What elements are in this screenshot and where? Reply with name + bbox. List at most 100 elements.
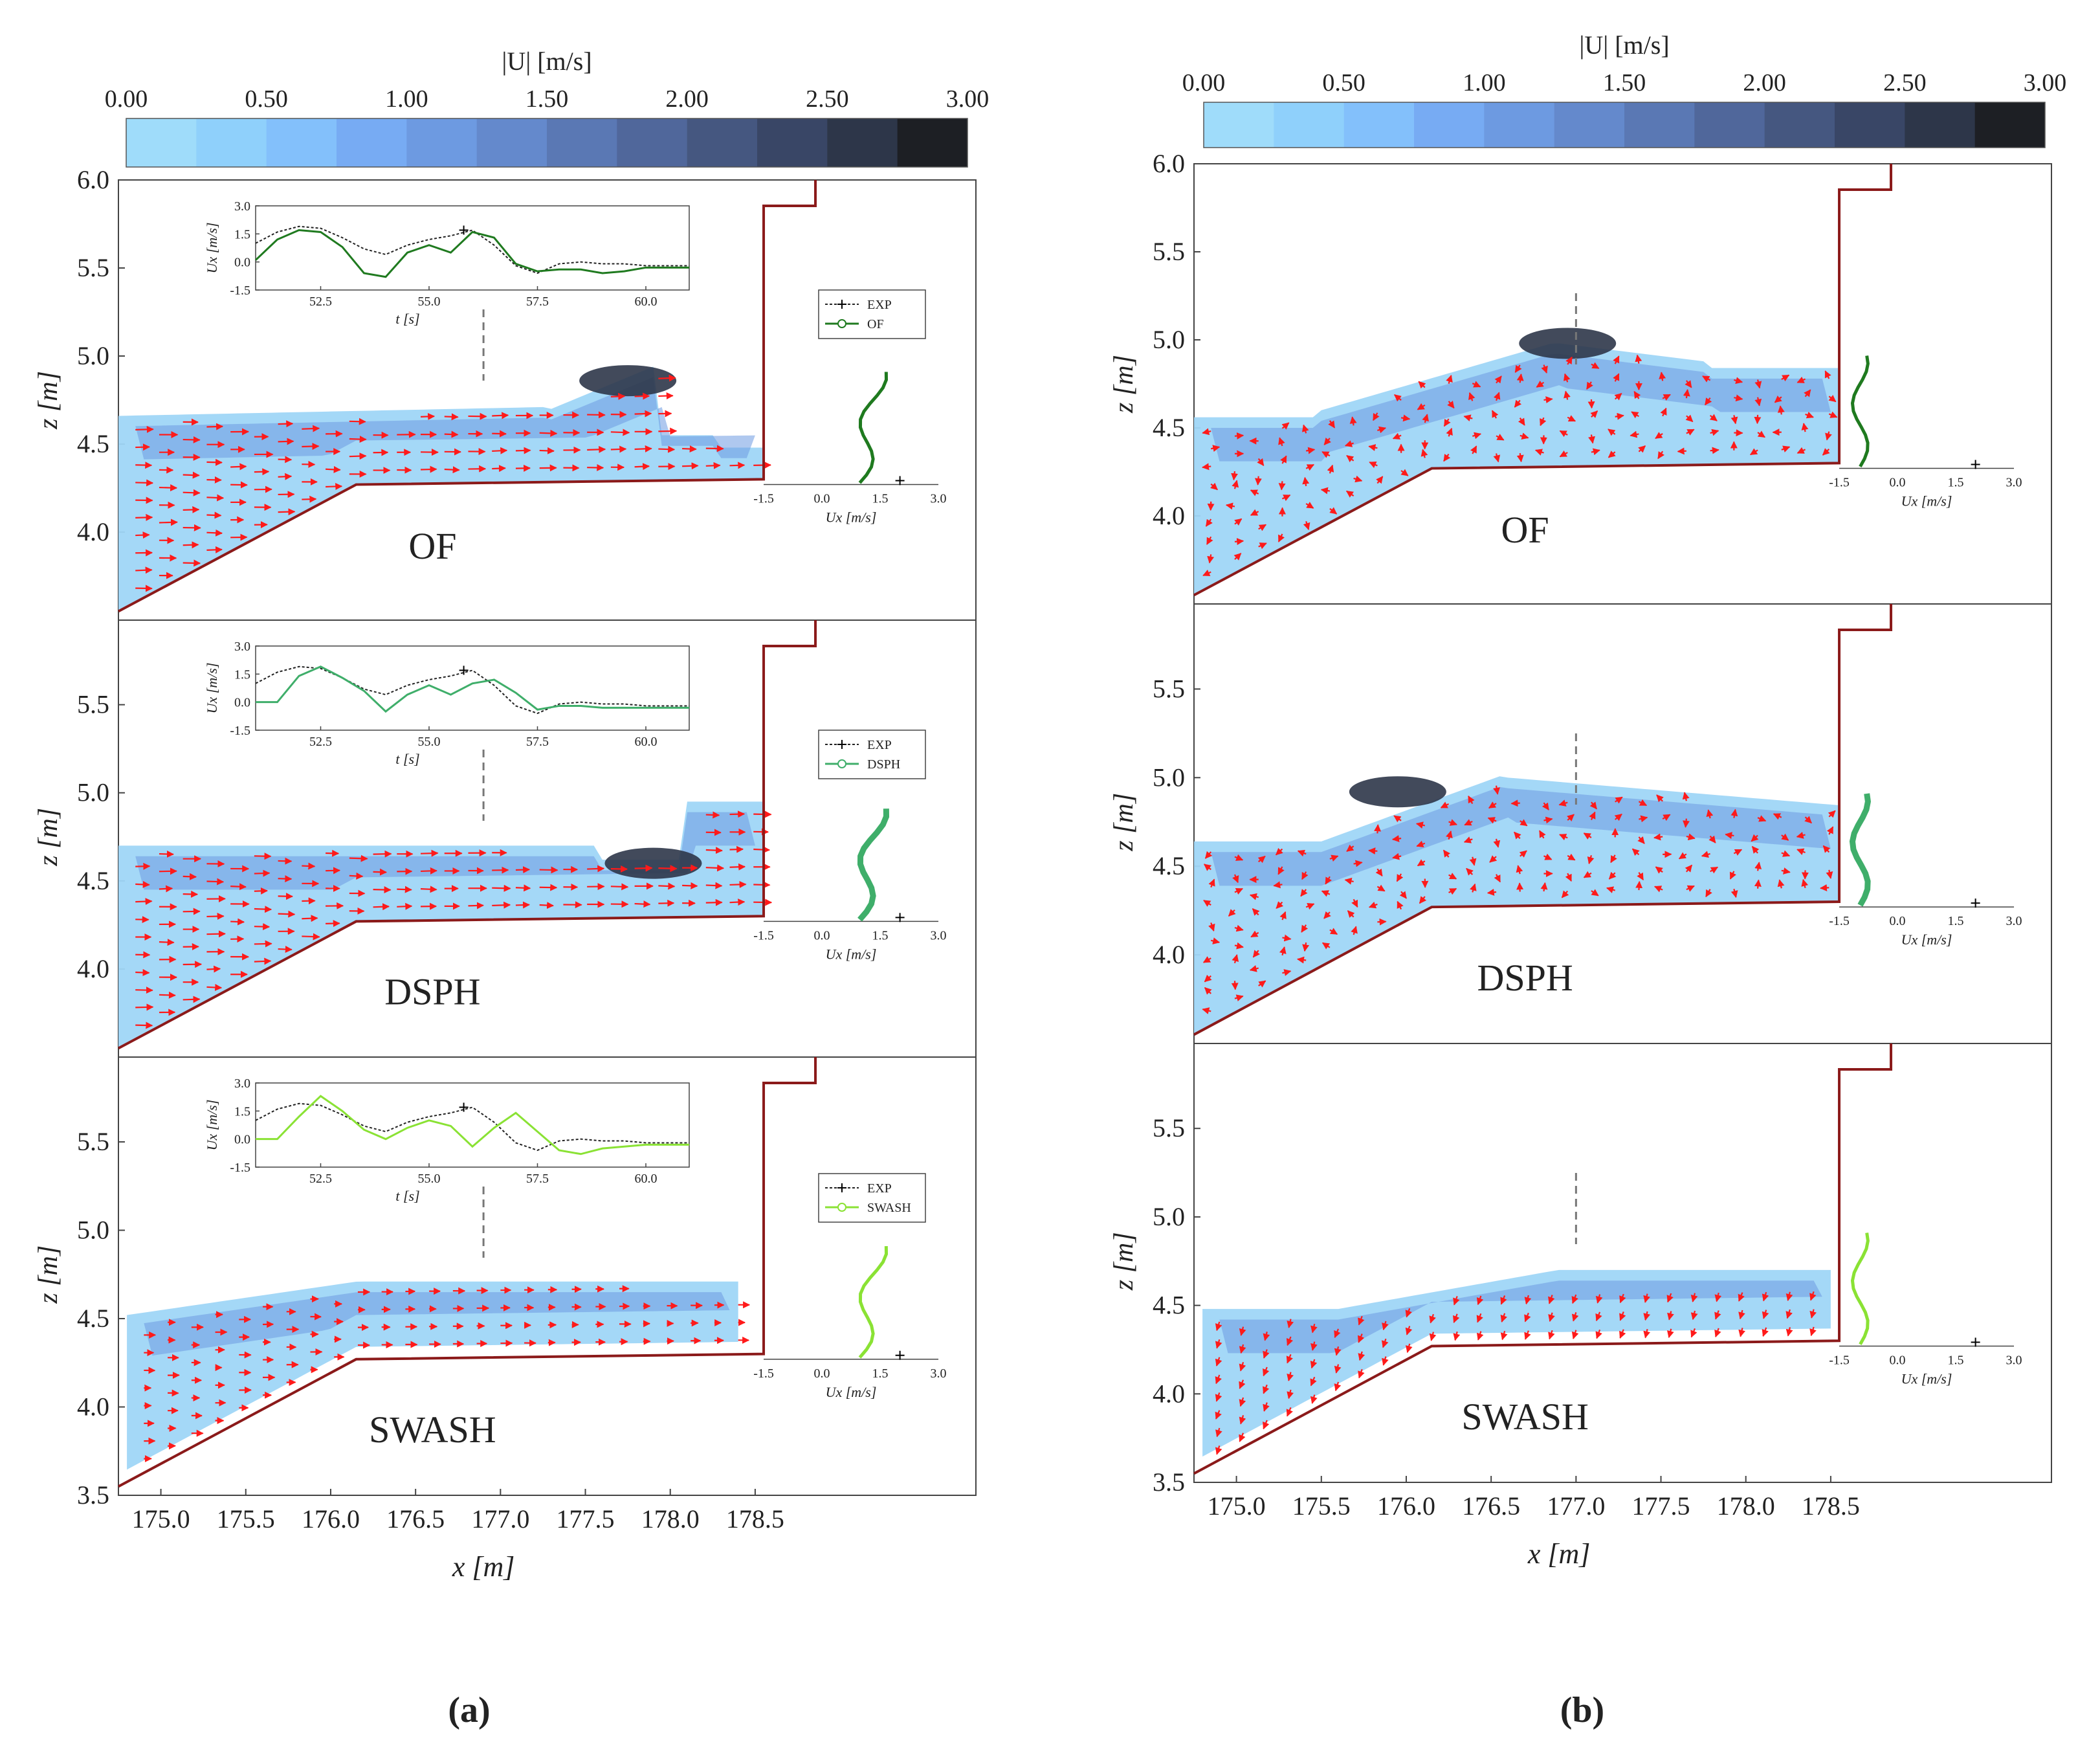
velocity-arrow bbox=[1631, 848, 1640, 856]
inset-model-series bbox=[254, 229, 689, 278]
velocity-arrow bbox=[1487, 888, 1497, 896]
velocity-arrow bbox=[1754, 414, 1762, 425]
velocity-arrow bbox=[1643, 1293, 1650, 1303]
velocity-arrow bbox=[1541, 364, 1548, 374]
x-tick-label: 176.0 bbox=[302, 1504, 360, 1534]
velocity-arrow bbox=[729, 462, 746, 469]
velocity-arrow bbox=[1500, 1295, 1507, 1305]
water-band bbox=[144, 1292, 730, 1356]
velocity-arrow bbox=[1657, 451, 1665, 460]
velocity-arrow bbox=[1762, 1310, 1769, 1319]
velocity-arrow bbox=[1619, 1293, 1626, 1304]
inset-frame bbox=[255, 645, 690, 731]
velocity-arrow bbox=[1660, 407, 1667, 417]
velocity-arrow bbox=[1329, 928, 1338, 935]
z-tick-label: 5.5 bbox=[77, 690, 109, 719]
inset-model-series bbox=[256, 1095, 689, 1155]
velocity-arrow bbox=[658, 899, 675, 907]
velocity-arrow bbox=[1610, 854, 1617, 864]
z-tick-label: 4.5 bbox=[1153, 851, 1185, 880]
velocity-arrow bbox=[1466, 867, 1474, 876]
velocity-arrow bbox=[1279, 946, 1287, 956]
velocity-arrow bbox=[1263, 1420, 1270, 1430]
velocity-arrow bbox=[1416, 840, 1426, 848]
velocity-arrow bbox=[705, 882, 723, 889]
velocity-arrow bbox=[1446, 374, 1453, 384]
inset-timeseries: 3.0 1.5 0.0 -1.5 52.5 55.0 57.5 60.0 t [s] Ux [m/… bbox=[204, 199, 690, 327]
velocity-arrow bbox=[1210, 937, 1221, 944]
velocity-arrow bbox=[610, 392, 626, 400]
colorbar-tick-label: 0.00 bbox=[1182, 69, 1226, 96]
colorbar-swatch bbox=[1624, 102, 1695, 148]
velocity-arrow bbox=[1608, 429, 1616, 436]
velocity-arrow bbox=[1250, 930, 1259, 938]
velocity-arrow bbox=[1446, 427, 1453, 437]
velocity-arrow bbox=[492, 884, 511, 892]
velocity-arrow bbox=[1446, 830, 1453, 840]
velocity-arrow bbox=[1796, 376, 1806, 383]
velocity-arrow bbox=[1210, 482, 1218, 491]
velocity-arrow bbox=[1809, 1309, 1817, 1319]
velocity-arrow bbox=[1400, 414, 1411, 422]
wave-crest bbox=[604, 847, 702, 879]
velocity-arrow bbox=[539, 902, 555, 909]
velocity-arrow bbox=[634, 864, 653, 872]
water-band bbox=[1211, 786, 1831, 886]
z-tick-label: 5.5 bbox=[77, 253, 109, 282]
velocity-arrow bbox=[1280, 455, 1287, 464]
velocity-arrow bbox=[1543, 853, 1553, 860]
velocity-arrow bbox=[1826, 826, 1834, 835]
velocity-arrow bbox=[1472, 381, 1481, 388]
velocity-arrow bbox=[1559, 834, 1568, 841]
velocity-arrow bbox=[658, 865, 678, 873]
velocity-arrow bbox=[1476, 1313, 1483, 1323]
legend-box bbox=[818, 1173, 926, 1223]
velocity-arrow bbox=[1493, 453, 1501, 463]
velocity-arrow bbox=[1278, 437, 1285, 447]
legend: EXP SWASH bbox=[818, 1173, 926, 1223]
velocity-arrow bbox=[1429, 1332, 1437, 1341]
velocity-arrow bbox=[1493, 838, 1501, 848]
velocity-arrow bbox=[1296, 956, 1307, 964]
velocity-arrow bbox=[1358, 1315, 1365, 1326]
inset-y-tick-label: 0.0 bbox=[234, 696, 250, 710]
profile-tick-label: -1.5 bbox=[753, 492, 774, 506]
velocity-arrow bbox=[1514, 364, 1522, 373]
velocity-arrow bbox=[1310, 1394, 1318, 1404]
velocity-arrow bbox=[1796, 848, 1806, 856]
colorbar-swatch bbox=[1204, 102, 1274, 148]
profile-tick-label: 3.0 bbox=[931, 492, 947, 506]
velocity-arrow bbox=[1630, 430, 1639, 438]
velocity-vectors bbox=[1202, 354, 1838, 577]
x-tick-label: 175.0 bbox=[1208, 1491, 1266, 1521]
x-tick-label: 176.5 bbox=[1462, 1491, 1520, 1521]
inset-t-tick-label: 55.0 bbox=[418, 295, 441, 309]
velocity-vectors bbox=[1215, 1291, 1817, 1455]
velocity-arrow bbox=[1548, 1312, 1555, 1322]
velocity-arrow bbox=[1374, 824, 1382, 834]
x-tick-label: 177.0 bbox=[471, 1504, 529, 1534]
velocity-arrow bbox=[1757, 430, 1765, 438]
velocity-arrow bbox=[1204, 851, 1213, 859]
velocity-arrow bbox=[1448, 819, 1458, 826]
velocity-arrow bbox=[159, 519, 178, 526]
velocity-arrow bbox=[1463, 414, 1473, 422]
velocity-arrow bbox=[1257, 855, 1266, 864]
velocity-arrow bbox=[302, 915, 318, 922]
velocity-arrow bbox=[1281, 494, 1291, 502]
velocity-arrow bbox=[1631, 411, 1640, 419]
velocity-arrow bbox=[1203, 900, 1211, 907]
velocity-arrow bbox=[1637, 872, 1644, 881]
inset-t-tick-label: 60.0 bbox=[635, 295, 658, 309]
inset-exp-series bbox=[255, 1102, 689, 1152]
velocity-arrow bbox=[278, 420, 294, 428]
velocity-arrow bbox=[206, 458, 223, 466]
profile-tick-label: -1.5 bbox=[1829, 914, 1850, 928]
velocity-arrow bbox=[1510, 799, 1520, 807]
inset-t-tick-label: 55.0 bbox=[418, 1172, 441, 1186]
velocity-arrow bbox=[1448, 887, 1457, 895]
velocity-arrow bbox=[397, 902, 413, 910]
legend-exp-marker bbox=[837, 1183, 846, 1192]
velocity-arrow bbox=[1701, 851, 1710, 858]
velocity-arrow bbox=[1751, 845, 1760, 854]
